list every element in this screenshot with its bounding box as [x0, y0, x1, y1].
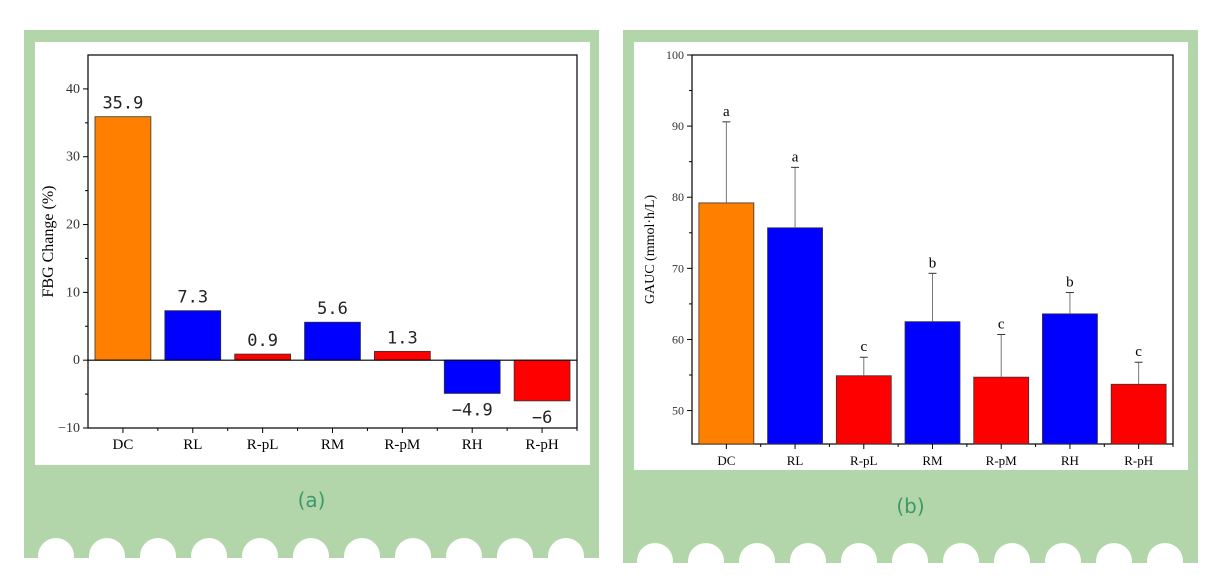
bar-RL: [164, 310, 222, 361]
y-axis-label: GAUC (mmol·h/L): [643, 195, 658, 305]
x-tick-label: RM: [321, 437, 344, 453]
data-label: 5.6: [317, 299, 348, 319]
dot: [140, 538, 176, 558]
bar-RH: [1042, 313, 1098, 445]
significance-letter: c: [1135, 344, 1142, 360]
bar-R-pL: [835, 375, 892, 445]
dot: [38, 538, 74, 558]
bar-R-pM: [973, 376, 1030, 445]
x-tick-label: RL: [787, 453, 804, 468]
dot: [395, 538, 431, 558]
bar-DC: [94, 116, 152, 361]
y-tick-label: 10: [66, 285, 80, 300]
significance-letter: c: [998, 316, 1005, 332]
dot: [1147, 543, 1183, 563]
fbg-change-chart: −10 0 10 20 30 40 FBG Change (%) DC 35.9 RL 7.3 R-p…: [40, 54, 578, 453]
x-tick-label: R-pH: [1124, 453, 1153, 468]
dot: [943, 543, 979, 563]
data-label: 1.3: [387, 328, 418, 348]
significance-letter: a: [792, 149, 799, 165]
bar-RH: [443, 359, 501, 394]
x-tick-label: RH: [1061, 453, 1079, 468]
chart-card-b: 50 60 70 80 90 100 GAUC (mmol·h/L) DC a RL a R-pL c R…: [634, 42, 1188, 470]
dot: [841, 543, 877, 563]
dot: [1045, 543, 1081, 563]
significance-letter: c: [860, 339, 867, 355]
caption-a: (a): [297, 488, 326, 512]
x-tick-label: R-pH: [525, 437, 559, 453]
dot: [739, 543, 775, 563]
dot: [548, 538, 584, 558]
x-tick-label: DC: [717, 453, 735, 468]
data-label: 35.9: [102, 94, 143, 114]
significance-letter: b: [929, 255, 937, 271]
dot: [344, 538, 380, 558]
data-label: −6: [532, 408, 552, 428]
significance-letter: a: [723, 104, 730, 120]
y-tick-label: 0: [73, 353, 80, 368]
y-tick-label: 50: [672, 404, 684, 418]
x-tick-label: R-pL: [850, 453, 878, 468]
data-label: 7.3: [177, 288, 208, 308]
data-label: −4.9: [452, 400, 493, 420]
caption-b: (b): [896, 494, 925, 518]
bar-R-pH: [513, 359, 571, 402]
dot: [242, 538, 278, 558]
bar-R-pM: [374, 350, 431, 361]
dot: [994, 543, 1030, 563]
y-tick-label: 90: [672, 119, 684, 133]
dot: [688, 543, 724, 563]
decorative-dots: [623, 543, 1198, 563]
chart-card-a: −10 0 10 20 30 40 FBG Change (%) DC 35.9 RL 7.3 R-p…: [35, 42, 590, 465]
y-tick-label: −10: [58, 421, 80, 436]
y-tick-label: 20: [66, 218, 80, 233]
bar-R-pH: [1110, 383, 1167, 445]
x-tick-label: RL: [183, 437, 202, 453]
bar-RM: [904, 321, 961, 445]
dot: [637, 543, 673, 563]
y-tick-label: 100: [666, 48, 684, 62]
x-tick-label: R-pM: [384, 437, 420, 453]
x-tick-label: R-pL: [247, 437, 279, 453]
plot-frame: [87, 54, 578, 429]
x-tick-label: DC: [113, 437, 134, 453]
x-tick-label: RM: [922, 453, 943, 468]
y-tick-label: 30: [66, 150, 80, 165]
dot: [446, 538, 482, 558]
bar-RM: [304, 321, 361, 361]
dot: [293, 538, 329, 558]
y-tick-label: 80: [672, 190, 684, 204]
x-tick-label: R-pM: [986, 453, 1018, 468]
y-tick-label: 70: [672, 261, 684, 275]
decorative-dots: [24, 538, 599, 558]
data-label: 0.9: [247, 331, 278, 351]
bar-DC: [698, 202, 755, 445]
dot: [191, 538, 227, 558]
gauc-chart: 50 60 70 80 90 100 GAUC (mmol·h/L) DC a RL a R-pL c R…: [643, 48, 1174, 468]
dot: [892, 543, 928, 563]
y-tick-label: 40: [66, 82, 80, 97]
dot: [89, 538, 125, 558]
panel-b: 50 60 70 80 90 100 GAUC (mmol·h/L) DC a RL a R-pL c R…: [623, 30, 1198, 563]
dot: [1096, 543, 1132, 563]
y-tick-label: 60: [672, 332, 684, 346]
x-tick-label: RH: [462, 437, 483, 453]
significance-letter: b: [1066, 275, 1074, 291]
y-axis-label: FBG Change (%): [40, 186, 57, 298]
panel-a: −10 0 10 20 30 40 FBG Change (%) DC 35.9 RL 7.3 R-p…: [24, 30, 599, 558]
dot: [790, 543, 826, 563]
bar-R-pL: [234, 353, 291, 361]
dot: [497, 538, 533, 558]
bar-RL: [767, 227, 823, 445]
